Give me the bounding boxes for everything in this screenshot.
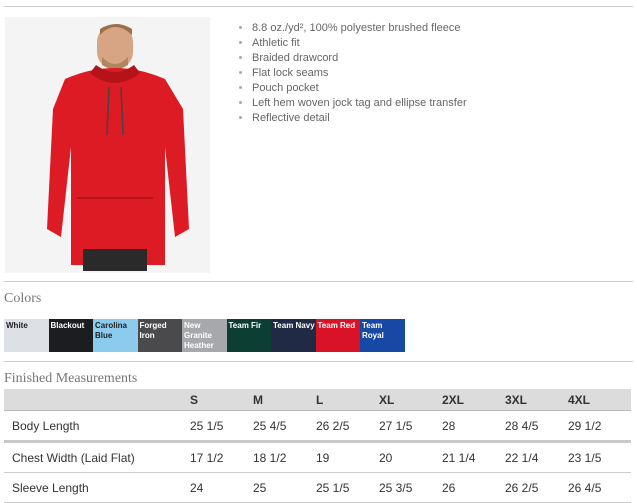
measurement-cell: 17 1/2	[190, 441, 253, 473]
color-swatch[interactable]: Team Red	[315, 319, 360, 352]
measurement-cell: 26 4/5	[568, 472, 631, 503]
color-name: Team Fir	[228, 321, 262, 330]
feature-item: Left hem woven jock tag and ellipse tran…	[252, 96, 467, 111]
feature-item: Athletic fit	[252, 36, 467, 51]
feature-item: Flat lock seams	[252, 66, 467, 81]
color-name: White	[6, 321, 28, 330]
measurement-cell: 24	[190, 472, 253, 503]
measurement-cell: 28	[442, 410, 505, 443]
divider	[4, 361, 633, 362]
measurement-cell: 28 4/5	[505, 410, 568, 443]
measurement-cell: 25	[253, 472, 316, 503]
color-swatch[interactable]: Forged Iron	[137, 319, 182, 352]
size-header: 4XL	[568, 389, 631, 411]
measurement-cell: 18 1/2	[253, 441, 316, 473]
measurement-cell: 27 1/5	[379, 410, 442, 443]
divider	[4, 281, 633, 282]
row-label: Sleeve Length	[4, 472, 190, 503]
measurements-table: S M L XL 2XL 3XL 4XL Body Length 25 1/5 25…	[4, 389, 631, 503]
measurement-cell: 25 1/5	[316, 472, 379, 503]
color-name: Team Red	[317, 321, 356, 330]
header-blank	[4, 389, 190, 411]
measurement-cell: 19	[316, 441, 379, 473]
color-swatch[interactable]: Team Fir	[226, 319, 271, 352]
measurement-cell: 29 1/2	[568, 410, 631, 443]
size-header: 3XL	[505, 389, 568, 411]
color-name: Forged Iron	[139, 321, 167, 340]
feature-list: 8.8 oz./yd², 100% polyester brushed flee…	[238, 21, 467, 126]
size-header: M	[253, 389, 316, 411]
measurement-cell: 26	[442, 472, 505, 503]
colors-heading: Colors	[4, 291, 42, 306]
color-name: New Granite Heather	[184, 321, 214, 350]
color-name: Team Navy	[273, 321, 315, 330]
measurement-cell: 22 1/4	[505, 441, 568, 473]
color-swatch[interactable]: White	[4, 319, 49, 352]
measurement-cell: 20	[379, 441, 442, 473]
measurement-cell: 26 2/5	[505, 472, 568, 503]
measurement-cell: 25 4/5	[253, 410, 316, 443]
measurements-heading: Finished Measurements	[4, 371, 138, 386]
size-header: XL	[379, 389, 442, 411]
feature-item: Pouch pocket	[252, 81, 467, 96]
table-row: Chest Width (Laid Flat) 17 1/2 18 1/2 19 20 2…	[4, 441, 631, 473]
color-swatch[interactable]: New Granite Heather	[182, 319, 227, 352]
size-header: L	[316, 389, 379, 411]
measurement-cell: 21 1/4	[442, 441, 505, 473]
feature-item: 8.8 oz./yd², 100% polyester brushed flee…	[252, 21, 467, 36]
top-divider	[4, 6, 633, 7]
color-name: Blackout	[50, 321, 85, 330]
row-label: Body Length	[4, 410, 190, 443]
table-header-row: S M L XL 2XL 3XL 4XL	[4, 389, 631, 411]
product-photo	[5, 17, 210, 273]
table-row: Body Length 25 1/5 25 4/5 26 2/5 27 1/5 28 28 …	[4, 410, 631, 443]
table-row: Sleeve Length 24 25 25 1/5 25 3/5 26 26 2/5 26 …	[4, 472, 631, 503]
color-name: Carolina Blue	[95, 321, 128, 340]
size-header: S	[190, 389, 253, 411]
measurement-cell: 25 3/5	[379, 472, 442, 503]
row-label: Chest Width (Laid Flat)	[4, 441, 190, 473]
color-swatch[interactable]: Team Navy	[271, 319, 316, 352]
feature-item: Braided drawcord	[252, 51, 467, 66]
measurement-cell: 25 1/5	[190, 410, 253, 443]
color-swatches: White Blackout Carolina Blue Forged Iron New…	[4, 319, 405, 352]
feature-item: Reflective detail	[252, 111, 467, 126]
size-header: 2XL	[442, 389, 505, 411]
measurement-cell: 26 2/5	[316, 410, 379, 443]
measurement-cell: 23 1/5	[568, 441, 631, 473]
color-name: Team Royal	[362, 321, 384, 340]
color-swatch[interactable]: Team Royal	[360, 319, 405, 352]
color-swatch[interactable]: Carolina Blue	[93, 319, 138, 352]
color-swatch[interactable]: Blackout	[48, 319, 93, 352]
